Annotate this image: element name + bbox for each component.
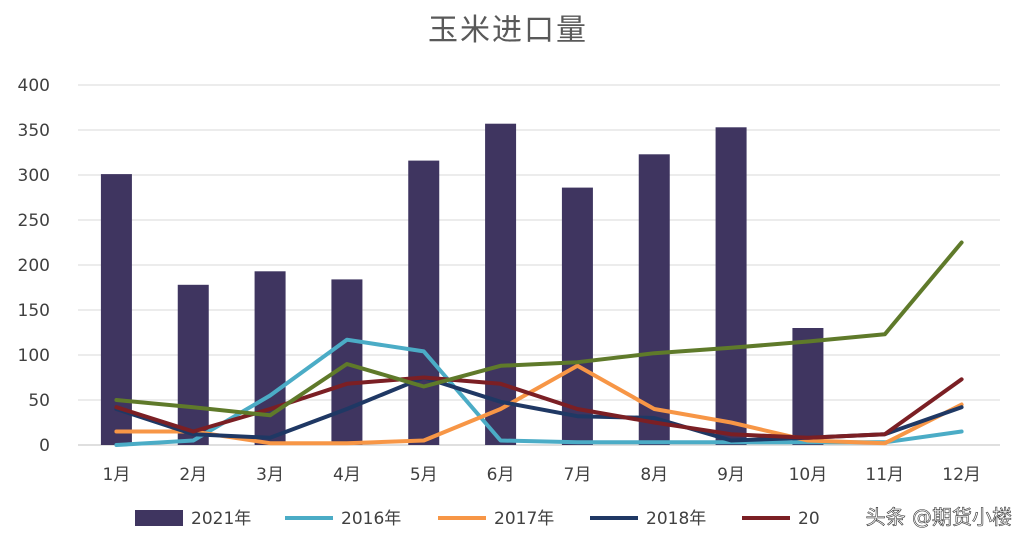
x-tick-label: 4月	[333, 465, 361, 485]
x-axis: 1月 2月 3月 4月 5月 6月 7月 8月 9月 10月 11月 12月	[103, 465, 981, 485]
y-tick-label: 150	[18, 301, 50, 321]
x-tick-label: 8月	[640, 465, 668, 485]
bar	[177, 284, 209, 445]
legend-label: 2016年	[341, 509, 401, 529]
bar-series	[100, 123, 824, 446]
legend-swatch	[135, 510, 183, 526]
y-tick-label: 300	[18, 166, 50, 186]
y-tick-label: 400	[18, 76, 50, 96]
legend-label: 2018年	[646, 509, 706, 529]
y-tick-label: 0	[39, 436, 50, 456]
x-tick-label: 9月	[717, 465, 745, 485]
bar	[485, 123, 517, 445]
legend-label: 20	[798, 509, 820, 529]
bar	[100, 174, 132, 445]
bar	[792, 328, 824, 445]
legend-label: 2021年	[191, 509, 251, 529]
legend-label: 2017年	[494, 509, 554, 529]
y-tick-label: 250	[18, 211, 50, 231]
gridlines	[78, 84, 1000, 446]
y-tick-label: 100	[18, 346, 50, 366]
y-tick-label: 200	[18, 256, 50, 276]
x-tick-label: 11月	[865, 465, 904, 485]
watermark-text: 头条 @期货小楼	[866, 505, 1012, 529]
x-tick-label: 1月	[103, 465, 131, 485]
x-tick-label: 6月	[487, 465, 515, 485]
x-tick-label: 7月	[564, 465, 592, 485]
bar	[638, 154, 670, 446]
chart-title: 玉米进口量	[428, 13, 588, 48]
y-tick-label: 350	[18, 121, 50, 141]
line-series-path	[114, 363, 964, 446]
bar	[408, 160, 440, 445]
line-series-path	[114, 240, 964, 418]
x-tick-label: 3月	[256, 465, 284, 485]
bar	[254, 271, 286, 445]
x-tick-label: 2月	[179, 465, 207, 485]
bar	[715, 127, 747, 446]
x-tick-label: 5月	[410, 465, 438, 485]
bar	[561, 187, 593, 445]
y-tick-label: 50	[28, 391, 50, 411]
line-series	[114, 240, 964, 447]
legend: 2021年 2016年 2017年 2018年 20	[135, 509, 820, 529]
x-tick-label: 10月	[789, 465, 828, 485]
y-axis: 0 50 100 150 200 250 300 350 400	[18, 76, 50, 456]
x-tick-label: 12月	[942, 465, 981, 485]
